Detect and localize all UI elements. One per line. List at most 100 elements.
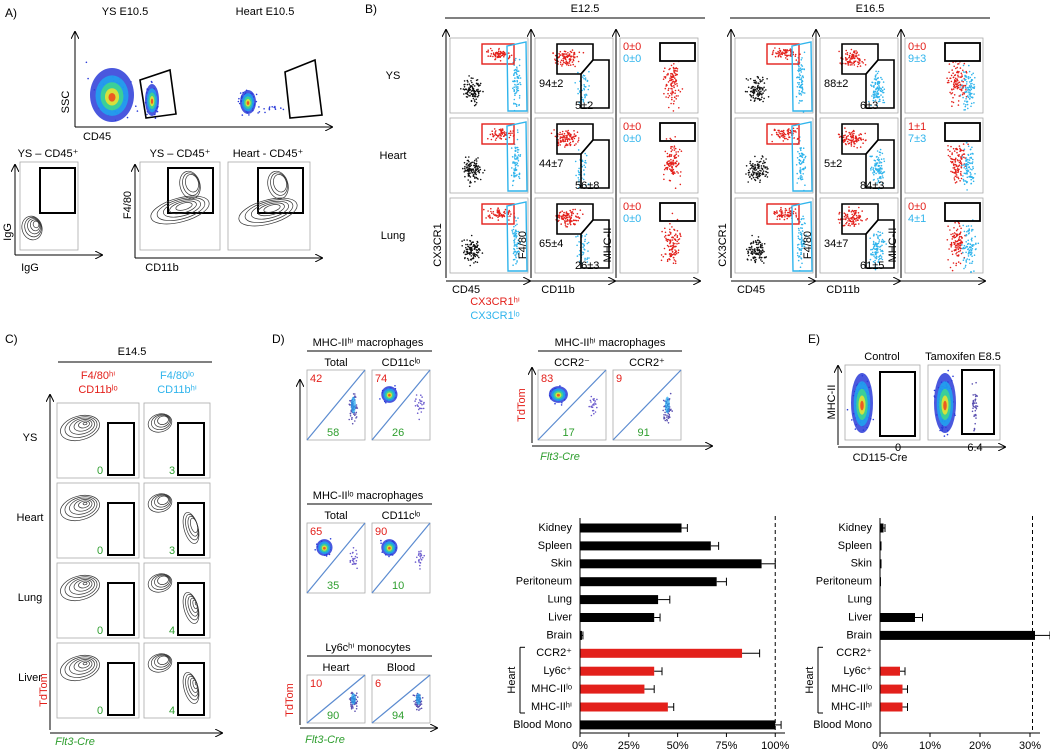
event-dot [518, 104, 520, 107]
event-dot [798, 73, 801, 75]
event-dot [960, 227, 962, 230]
event-dot [566, 216, 569, 219]
event-dot [477, 90, 480, 93]
event-dot [963, 93, 966, 95]
event-dot [962, 71, 965, 73]
event-dot [795, 216, 798, 218]
event-dot [470, 258, 472, 261]
event-dot [858, 54, 860, 56]
event-dot [671, 149, 673, 151]
label: 0±0 [623, 121, 641, 133]
event-dot [664, 87, 667, 90]
event-dot [843, 215, 846, 218]
event-dot [670, 170, 672, 172]
contour-line [244, 199, 294, 223]
event-dot [578, 241, 580, 243]
event-dot [955, 235, 958, 238]
event-dot [970, 96, 973, 98]
event-dot [514, 172, 516, 174]
event-dot [475, 176, 478, 179]
event-dot [671, 82, 673, 84]
event-dot [960, 158, 963, 160]
event-dot [949, 77, 951, 80]
event-dot [487, 49, 490, 51]
event-dot [584, 78, 587, 81]
event-dot [965, 91, 967, 93]
event-dot [972, 166, 974, 168]
event-dot [673, 82, 676, 84]
event-dot [763, 250, 765, 253]
event-dot [674, 83, 676, 86]
event-dot [563, 53, 565, 55]
event-dot [671, 73, 674, 75]
label: 65±4 [539, 238, 563, 250]
event-dot [503, 210, 506, 213]
event-dot [564, 220, 566, 222]
event-dot [965, 157, 968, 159]
event-dot [954, 170, 957, 173]
event-dot [959, 173, 962, 175]
event-dot [495, 137, 498, 140]
event-dot [874, 253, 877, 256]
event-dot [882, 240, 885, 242]
density-level [350, 693, 356, 705]
event-dot [795, 95, 798, 98]
density-level [246, 101, 250, 105]
event-dot [958, 222, 960, 225]
event-dot [798, 69, 801, 72]
event-dot [972, 180, 975, 183]
event-dot [860, 133, 863, 136]
event-dot [479, 178, 482, 181]
event-dot [955, 262, 958, 265]
event-dot [801, 99, 803, 102]
event-dot [564, 140, 567, 143]
event-dot [518, 177, 521, 180]
event-dot [780, 130, 782, 133]
event-dot [584, 235, 586, 237]
label: 10 [392, 580, 404, 592]
event-dot [489, 55, 492, 57]
contour-line [175, 202, 193, 211]
label: 61±5 [860, 260, 884, 272]
event-dot [873, 90, 875, 93]
event-dot [419, 400, 422, 402]
event-dot [582, 213, 584, 215]
event-dot [593, 412, 595, 415]
gate [791, 121, 813, 192]
event-dot [477, 157, 479, 159]
event-dot [865, 219, 867, 221]
event-dot [782, 140, 785, 142]
event-dot [794, 130, 796, 132]
label: MHC-IIʰⁱ macrophages [555, 337, 666, 349]
event-dot [464, 165, 466, 168]
event-dot [800, 90, 803, 93]
event-dot [874, 160, 877, 162]
event-dot [967, 239, 969, 242]
category-label: Ly6c⁺ [843, 665, 872, 677]
plot-frame [734, 37, 814, 114]
event-dot [465, 248, 468, 251]
label: Heart [380, 150, 407, 162]
event-dot [976, 395, 978, 397]
event-dot [669, 254, 672, 257]
event-dot [966, 230, 968, 233]
event-dot [666, 260, 669, 263]
error-bar [902, 685, 908, 694]
event-dot [669, 248, 671, 251]
event-dot [593, 404, 595, 406]
event-dot [953, 74, 956, 77]
event-dot [967, 170, 969, 173]
event-dot [773, 211, 776, 213]
event-dot [511, 156, 514, 158]
event-dot [666, 244, 669, 247]
label: CD11b [826, 284, 859, 296]
contour-line [150, 414, 172, 431]
event-dot [464, 169, 467, 171]
event-dot [877, 70, 880, 73]
event-dot [798, 83, 800, 86]
event-dot [662, 409, 664, 412]
event-dot [957, 165, 960, 167]
event-dot [762, 160, 765, 162]
event-dot [962, 85, 965, 87]
event-dot [754, 171, 756, 174]
